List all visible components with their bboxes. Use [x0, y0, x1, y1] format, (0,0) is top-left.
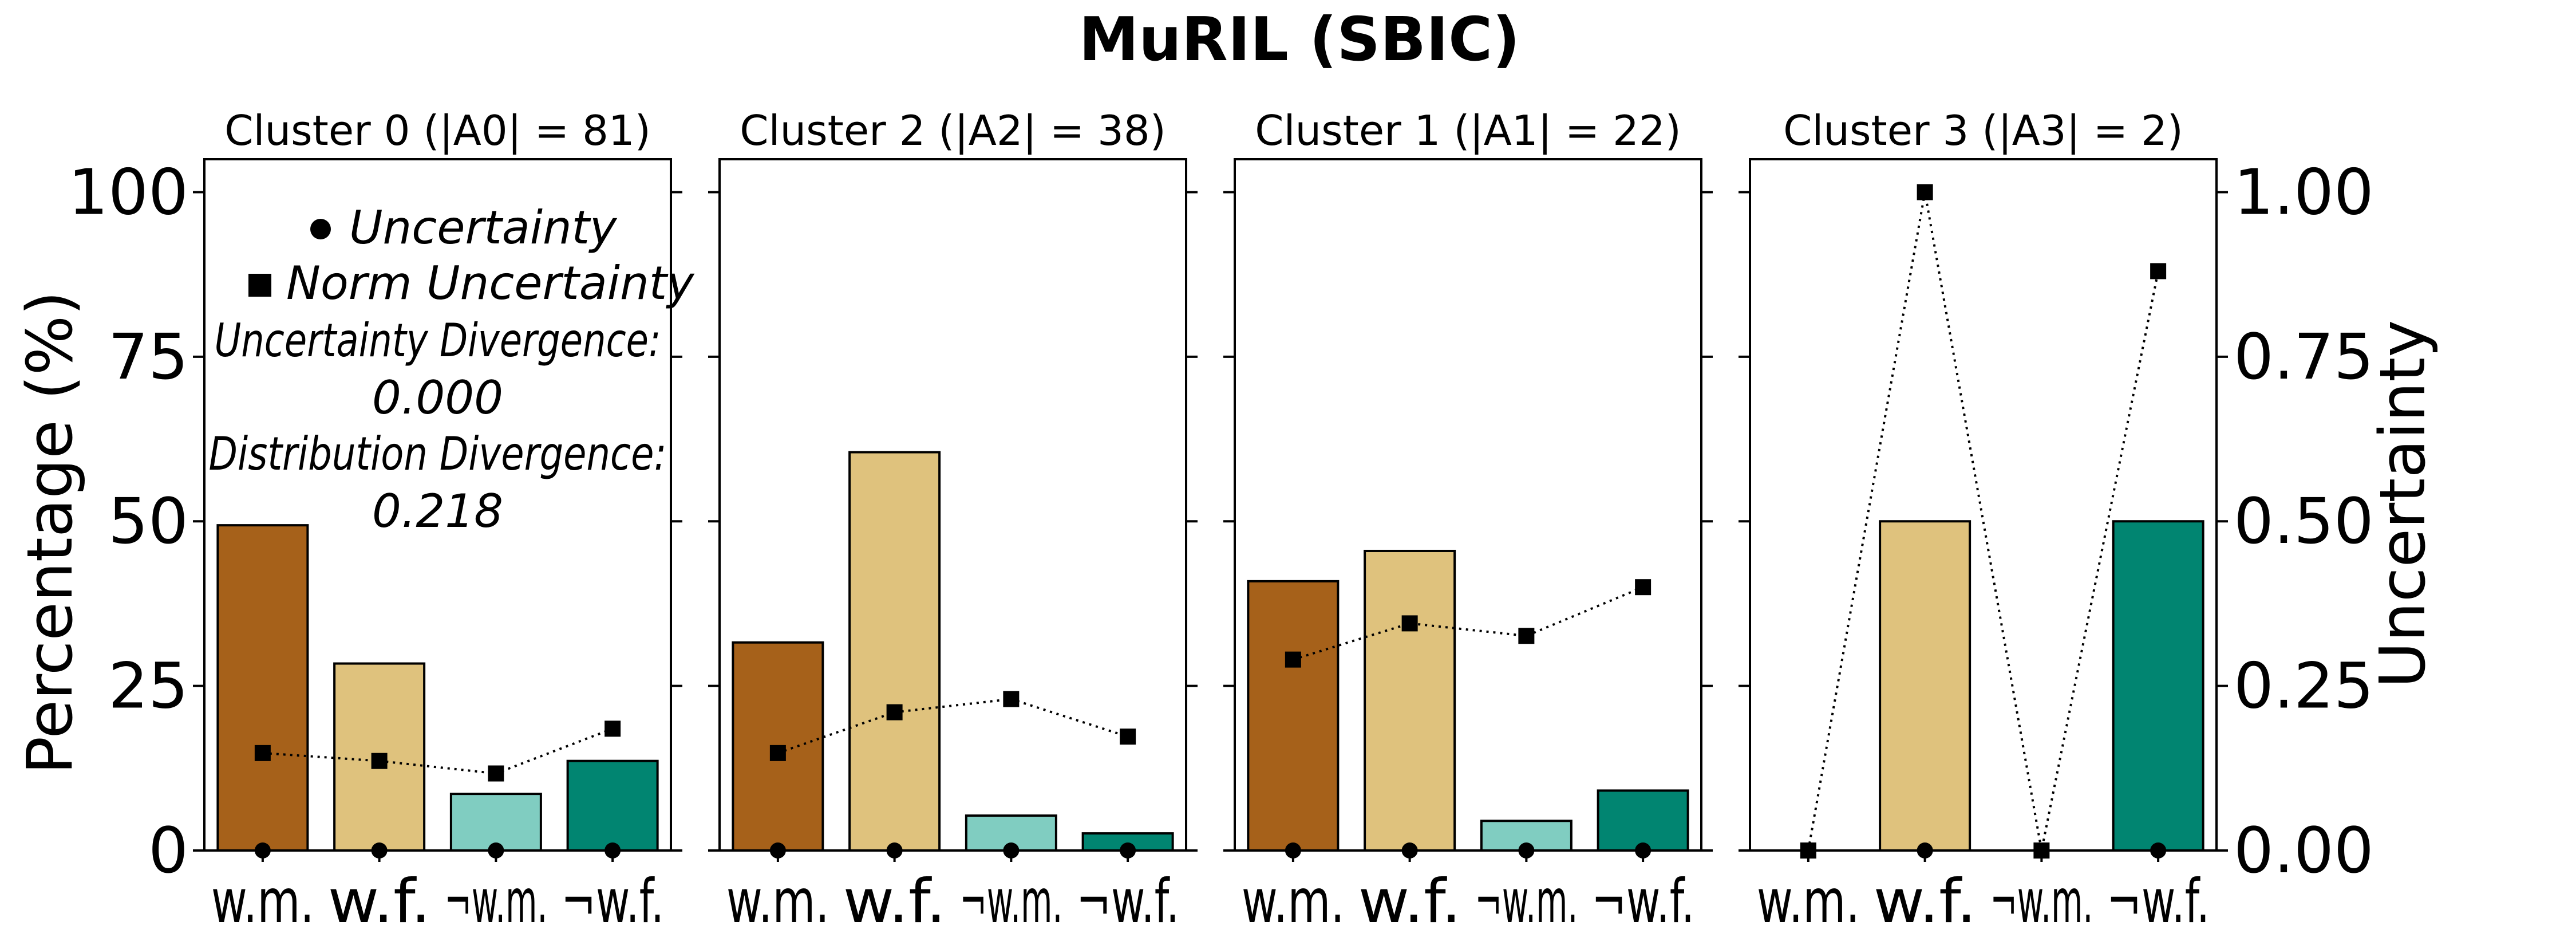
x-tick-label-3-3: ¬w.f. [2107, 867, 2210, 936]
bar-0-0 [216, 524, 309, 852]
legend-dist-div-value: 0.218 [372, 485, 503, 538]
x-tick-label-1-0: w.m. [726, 867, 829, 936]
legend-norm-uncertainty-marker [248, 274, 271, 297]
norm-uncertainty-marker-0-3 [605, 720, 621, 737]
norm-uncertainty-marker-2-1 [1401, 615, 1418, 632]
chart-title: MuRIL (SBIC) [1079, 5, 1520, 74]
legend-unc-div-value: 0.000 [372, 371, 503, 424]
panel-title-1: Cluster 2 (|A2| = 38) [740, 107, 1166, 155]
x-tick-label-2-3: ¬w.f. [1591, 867, 1694, 936]
norm-uncertainty-marker-1-0 [769, 745, 786, 761]
x-tick-label-3-2: ¬w.m. [1990, 867, 2093, 936]
bar-0-2 [449, 793, 542, 852]
panel-frame-3 [1749, 158, 2218, 852]
bar-1-1 [848, 451, 941, 852]
norm-uncertainty-line-0 [262, 727, 613, 775]
y-tick-label-right-2: 0.50 [2234, 485, 2374, 558]
panel-frame-0 [203, 158, 672, 852]
y-tick-label-right-0: 0.00 [2234, 814, 2374, 887]
norm-uncertainty-line-1 [777, 698, 1128, 754]
x-tick-label-3-1: w.f. [1874, 867, 1977, 936]
y-tick-label-left-0: 0 [148, 814, 188, 887]
y-axis-label-right: Uncertainty [2366, 320, 2439, 688]
bar-3-3 [2112, 520, 2204, 852]
norm-uncertainty-marker-0-0 [254, 745, 271, 761]
legend-uncertainty-marker [310, 219, 331, 239]
x-tick-label-1-1: w.f. [843, 867, 946, 936]
y-tick-label-right-1: 0.25 [2234, 649, 2374, 723]
bar-2-0 [1247, 580, 1340, 852]
x-tick-label-0-0: w.m. [211, 867, 314, 936]
y-tick-label-left-1: 25 [108, 649, 188, 723]
norm-uncertainty-line-3 [1807, 192, 2160, 851]
panel-1: w.m. w.f. ¬w.m. ¬w.f. Cluster 2 (|A2| = 38) [708, 107, 1198, 936]
legend-uncertainty-label: Uncertainty [349, 201, 618, 254]
x-tick-label-2-0: w.m. [1242, 867, 1345, 936]
legend-unc-div-label: Uncertainty Divergence: [215, 314, 661, 367]
legend-dist-div-label: Distribution Divergence: [209, 427, 667, 481]
norm-uncertainty-marker-0-2 [488, 765, 504, 782]
norm-uncertainty-marker-1-1 [886, 704, 903, 720]
x-tick-label-1-2: ¬w.m. [959, 867, 1062, 936]
bar-2-1 [1364, 549, 1456, 852]
x-tick-label-0-1: w.f. [328, 867, 431, 936]
norm-uncertainty-marker-1-2 [1003, 691, 1020, 707]
y-axis-label-left: Percentage (%) [13, 291, 86, 774]
x-tick-label-2-1: w.f. [1358, 867, 1461, 936]
panel-frame-2 [1234, 158, 1702, 852]
x-tick-label-0-2: ¬w.m. [444, 867, 547, 936]
x-tick-label-3-0: w.m. [1757, 867, 1860, 936]
y-tick-label-right-4: 1.00 [2234, 155, 2374, 229]
panel-title-2: Cluster 1 (|A1| = 22) [1255, 107, 1681, 155]
bar-3-1 [1879, 520, 1971, 852]
norm-uncertainty-marker-3-1 [1917, 184, 1933, 200]
norm-uncertainty-marker-1-3 [1120, 729, 1136, 745]
panel-2: w.m. w.f. ¬w.m. ¬w.f. Cluster 1 (|A1| = 22) [1223, 107, 1713, 936]
bar-0-3 [566, 759, 659, 852]
y-tick-label-right-3: 0.75 [2234, 320, 2374, 393]
norm-uncertainty-marker-0-1 [371, 753, 388, 769]
bar-2-3 [1597, 789, 1689, 852]
norm-uncertainty-line-2 [1293, 586, 1643, 661]
norm-uncertainty-marker-2-2 [1518, 628, 1535, 644]
panel-0: 0 25 50 75 100 w.m. w.f. ¬w.m. ¬w.f. Cluster 0 (|… [68, 107, 695, 936]
panel-3: 0.00 0.25 0.50 0.75 1.00 w.m. w.f. ¬w.m. ¬w.f. Cl… [1739, 107, 2374, 936]
x-tick-label-0-3: ¬w.f. [561, 867, 664, 936]
y-tick-label-left-2: 50 [108, 485, 188, 558]
legend-norm-uncertainty-label: Norm Uncertainty [286, 257, 695, 310]
panel-title-0: Cluster 0 (|A0| = 81) [224, 107, 651, 155]
norm-uncertainty-marker-3-3 [2150, 263, 2167, 279]
norm-uncertainty-marker-2-3 [1635, 579, 1652, 596]
norm-uncertainty-marker-2-0 [1285, 651, 1301, 668]
y-tick-label-left-3: 75 [108, 320, 188, 393]
panel-frame-1 [718, 158, 1187, 852]
x-tick-label-2-2: ¬w.m. [1475, 867, 1578, 936]
panel-title-3: Cluster 3 (|A3| = 2) [1783, 107, 2183, 155]
y-tick-label-left-4: 100 [68, 155, 188, 229]
x-tick-label-1-3: ¬w.f. [1076, 867, 1179, 936]
